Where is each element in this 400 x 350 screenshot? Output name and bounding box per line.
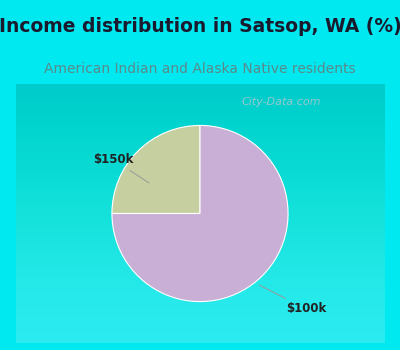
Wedge shape xyxy=(112,125,288,302)
Text: $150k: $150k xyxy=(93,153,149,183)
Text: Income distribution in Satsop, WA (%): Income distribution in Satsop, WA (%) xyxy=(0,18,400,36)
Wedge shape xyxy=(112,125,200,214)
Text: American Indian and Alaska Native residents: American Indian and Alaska Native reside… xyxy=(44,62,356,76)
Text: City-Data.com: City-Data.com xyxy=(241,97,321,107)
Text: $100k: $100k xyxy=(260,285,326,315)
